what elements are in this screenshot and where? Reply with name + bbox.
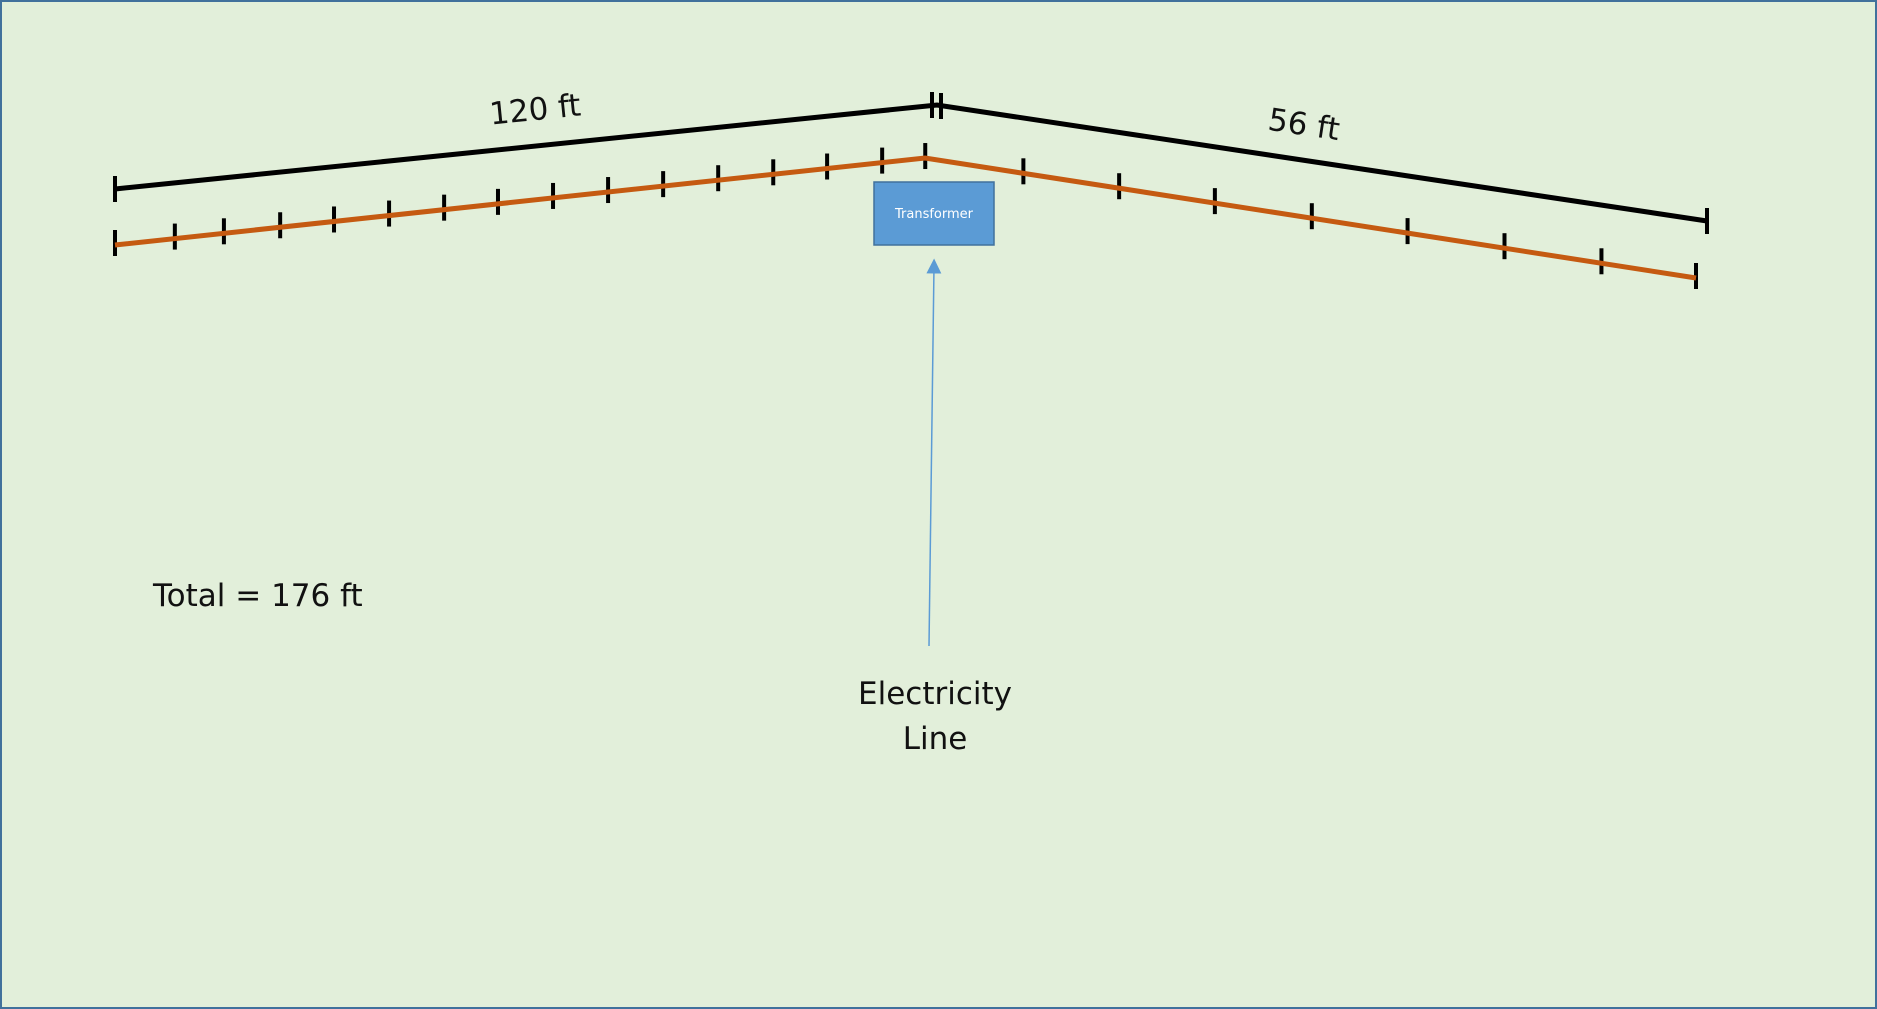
- source-label-line: Line: [903, 721, 968, 757]
- transformer-label: Transformer: [894, 207, 974, 222]
- total-label: Total = 176 ft: [152, 578, 363, 614]
- supply-arrow: [926, 258, 942, 647]
- cable-route: [114, 155, 1697, 281]
- transformer-box: [873, 181, 995, 246]
- source-label-line: Electricity: [858, 676, 1012, 712]
- dimension-line: [114, 102, 1708, 224]
